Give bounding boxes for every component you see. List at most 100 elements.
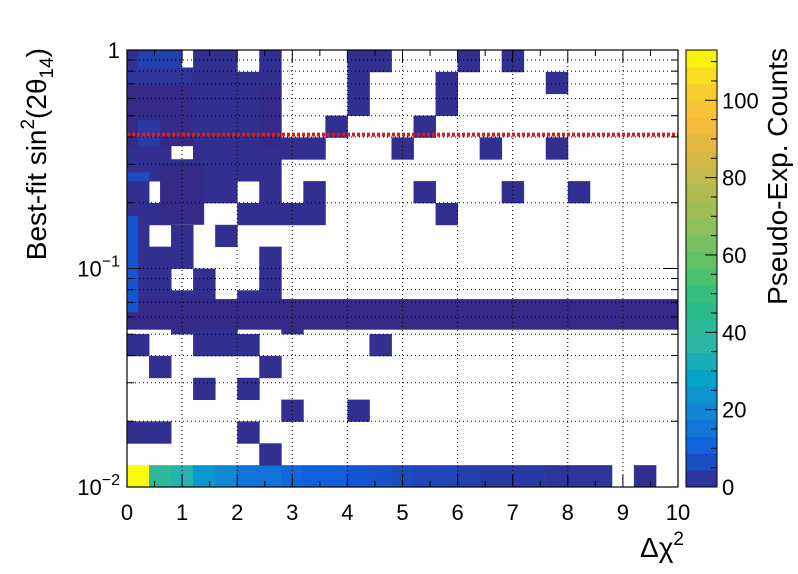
heatmap-bin bbox=[259, 355, 282, 379]
heatmap-bin bbox=[237, 377, 260, 400]
heatmap-bin bbox=[193, 465, 216, 488]
colorbar-segment bbox=[686, 117, 717, 135]
heatmap-bin bbox=[259, 202, 282, 226]
heatmap-bin bbox=[237, 202, 260, 226]
heatmap-bin bbox=[303, 202, 326, 226]
colorbar-title: Pseudo-Exp. Counts bbox=[762, 48, 793, 305]
axes bbox=[126, 49, 679, 488]
colorbar-tick-label: 20 bbox=[722, 398, 746, 423]
heatmap-bin bbox=[435, 202, 458, 226]
x-tick-labels: 0 1 2 3 4 5 6 7 8 9 10 bbox=[121, 500, 690, 525]
colorbar-segment bbox=[686, 234, 717, 253]
colorbar-tick-label: 100 bbox=[722, 88, 759, 113]
colorbar-tick-label: 40 bbox=[722, 320, 746, 345]
colorbar-segment bbox=[686, 201, 717, 219]
heatmap-bin bbox=[193, 377, 216, 400]
colorbar-segment bbox=[686, 335, 717, 353]
heatmap-bin bbox=[281, 137, 304, 160]
heatmap-bin bbox=[303, 181, 326, 204]
heatmap-bin bbox=[127, 334, 150, 357]
heatmap-bin bbox=[237, 334, 260, 357]
heatmap-bin bbox=[193, 334, 216, 357]
colorbar-segment bbox=[686, 402, 717, 421]
colorbar-tick-label: 80 bbox=[722, 166, 746, 191]
colorbar-segment bbox=[686, 100, 717, 118]
heatmap-bin bbox=[413, 465, 436, 488]
heatmap-bin bbox=[215, 334, 238, 357]
heatmap-bin bbox=[193, 84, 260, 164]
y-tick-labels: 10−2 10−1 1 bbox=[77, 38, 120, 500]
heatmap-bin bbox=[413, 181, 436, 204]
heatmap-bin bbox=[127, 216, 139, 313]
colorbar-segment bbox=[686, 302, 717, 320]
x-tick-label: 9 bbox=[617, 500, 629, 525]
colorbar-segment bbox=[686, 436, 717, 454]
colorbar-segment bbox=[686, 419, 717, 437]
x-tick-label: 8 bbox=[562, 500, 574, 525]
x-tick-label: 2 bbox=[231, 500, 243, 525]
heatmap-bin bbox=[171, 224, 194, 248]
heatmap-bin bbox=[171, 246, 194, 269]
colorbar-tick-label: 0 bbox=[722, 475, 734, 500]
heatmap-bin bbox=[303, 465, 326, 488]
x-tick-label: 10 bbox=[666, 500, 690, 525]
heatmap-bin bbox=[369, 465, 392, 488]
colorbar-segment bbox=[686, 352, 717, 370]
colorbar-segment bbox=[686, 50, 717, 68]
heatmap-bin bbox=[259, 50, 282, 73]
heatmap-bin bbox=[479, 137, 503, 160]
x-tick-label: 6 bbox=[451, 500, 463, 525]
heatmap-bin bbox=[369, 334, 392, 357]
heatmap-bin bbox=[435, 465, 458, 488]
heatmap-bin bbox=[347, 50, 370, 73]
heatmap-bin bbox=[347, 465, 370, 488]
heatmap-bin bbox=[237, 421, 260, 444]
colorbar-frame bbox=[685, 49, 718, 488]
heatmap-bin bbox=[193, 50, 216, 73]
heatmap-bin bbox=[237, 159, 260, 182]
colorbar-segment bbox=[686, 285, 717, 303]
heatmap-bin bbox=[259, 465, 282, 488]
heatmap-bin bbox=[303, 137, 326, 160]
heatmap-bin bbox=[127, 67, 194, 85]
colorbar-segment bbox=[686, 134, 717, 152]
colorbar-segment bbox=[686, 218, 717, 236]
heatmap-bin bbox=[259, 159, 282, 182]
heatmap-bin bbox=[237, 465, 260, 488]
heatmap-bin bbox=[193, 268, 216, 291]
heatmap-bin bbox=[391, 137, 414, 160]
heatmap-bin bbox=[215, 159, 238, 182]
heatmap-bin bbox=[457, 465, 481, 488]
heatmap-bin bbox=[545, 137, 569, 160]
colorbar-tick-labels: 0 20 40 60 80 100 bbox=[722, 88, 759, 500]
colorbar-segment bbox=[686, 318, 717, 337]
y-tick-label: 10−1 bbox=[77, 254, 120, 282]
x-tick-label: 5 bbox=[396, 500, 408, 525]
heatmap-bin bbox=[149, 246, 172, 269]
y-tick-label: 1 bbox=[108, 38, 120, 63]
heatmap-bin bbox=[347, 71, 370, 95]
colorbar-segment bbox=[686, 167, 717, 185]
colorbar-segment bbox=[686, 268, 717, 286]
heatmap-bin bbox=[435, 93, 458, 116]
colorbar bbox=[685, 49, 718, 488]
heatmap-bin bbox=[215, 50, 238, 73]
x-tick-label: 0 bbox=[121, 500, 133, 525]
x-tick-label: 7 bbox=[507, 500, 519, 525]
heatmap-bin bbox=[567, 465, 591, 488]
heatmap-bin bbox=[545, 71, 569, 95]
colorbar-segment bbox=[686, 251, 717, 269]
heatmap-bin bbox=[369, 50, 392, 73]
grid-lines bbox=[127, 50, 678, 487]
heatmap-bin bbox=[259, 268, 282, 291]
y-tick-label: 10−2 bbox=[77, 472, 120, 500]
heatmap-bin bbox=[523, 465, 547, 488]
x-tick-label: 4 bbox=[341, 500, 353, 525]
x-tick-label: 1 bbox=[176, 500, 188, 525]
heatmap-bin bbox=[127, 465, 150, 488]
heatmap-bin bbox=[435, 71, 458, 95]
heatmap-bin bbox=[633, 465, 657, 488]
colorbar-segment bbox=[686, 150, 717, 169]
heatmap-bin bbox=[127, 421, 150, 444]
